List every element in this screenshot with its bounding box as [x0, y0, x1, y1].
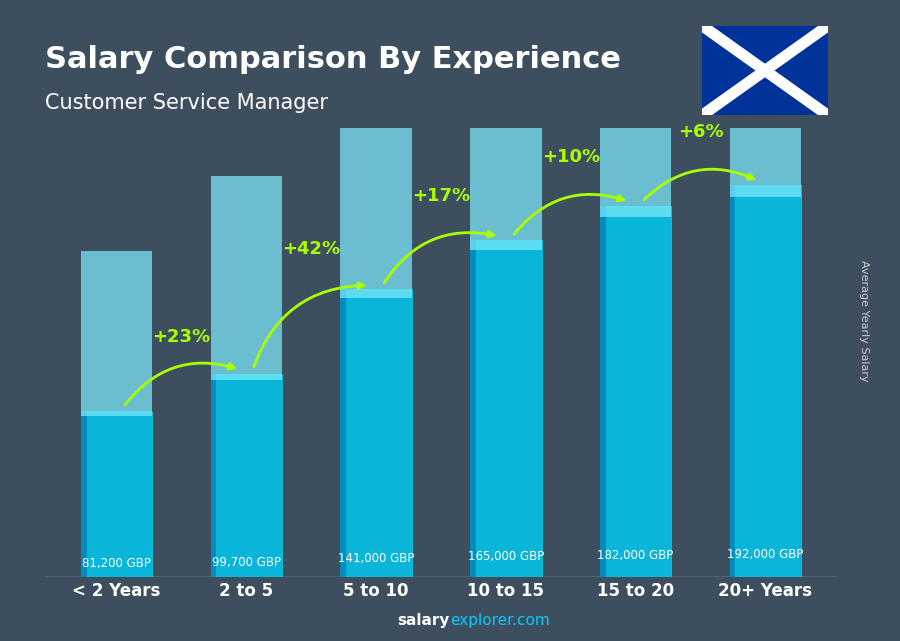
Text: Salary Comparison By Experience: Salary Comparison By Experience [45, 45, 621, 74]
Text: 81,200 GBP: 81,200 GBP [82, 557, 151, 570]
Bar [211, 176, 282, 379]
Text: 99,700 GBP: 99,700 GBP [212, 556, 281, 569]
Bar [730, 185, 801, 577]
Bar [81, 251, 152, 416]
Bar [211, 374, 282, 577]
Text: 182,000 GBP: 182,000 GBP [598, 549, 674, 562]
Bar [340, 289, 412, 577]
Text: +17%: +17% [412, 187, 470, 204]
Text: salary: salary [398, 613, 450, 628]
Bar [340, 289, 346, 577]
Text: Average Yearly Salary: Average Yearly Salary [859, 260, 869, 381]
Bar [81, 412, 152, 577]
Bar [81, 412, 86, 577]
Text: 141,000 GBP: 141,000 GBP [338, 553, 414, 565]
Text: +42%: +42% [283, 240, 340, 258]
Text: +6%: +6% [678, 123, 724, 141]
Bar [470, 240, 476, 577]
Bar [470, 0, 542, 251]
Text: explorer.com: explorer.com [450, 613, 550, 628]
Bar [470, 240, 542, 577]
Bar [730, 0, 801, 197]
Text: +10%: +10% [542, 148, 599, 166]
Bar [730, 185, 735, 577]
Bar [600, 206, 606, 577]
Bar [600, 0, 671, 217]
Text: 192,000 GBP: 192,000 GBP [727, 548, 804, 562]
Text: +23%: +23% [152, 328, 211, 346]
Bar [211, 374, 216, 577]
Text: 165,000 GBP: 165,000 GBP [468, 551, 544, 563]
Bar [340, 10, 412, 298]
Bar [600, 206, 671, 577]
Text: Customer Service Manager: Customer Service Manager [45, 93, 328, 113]
